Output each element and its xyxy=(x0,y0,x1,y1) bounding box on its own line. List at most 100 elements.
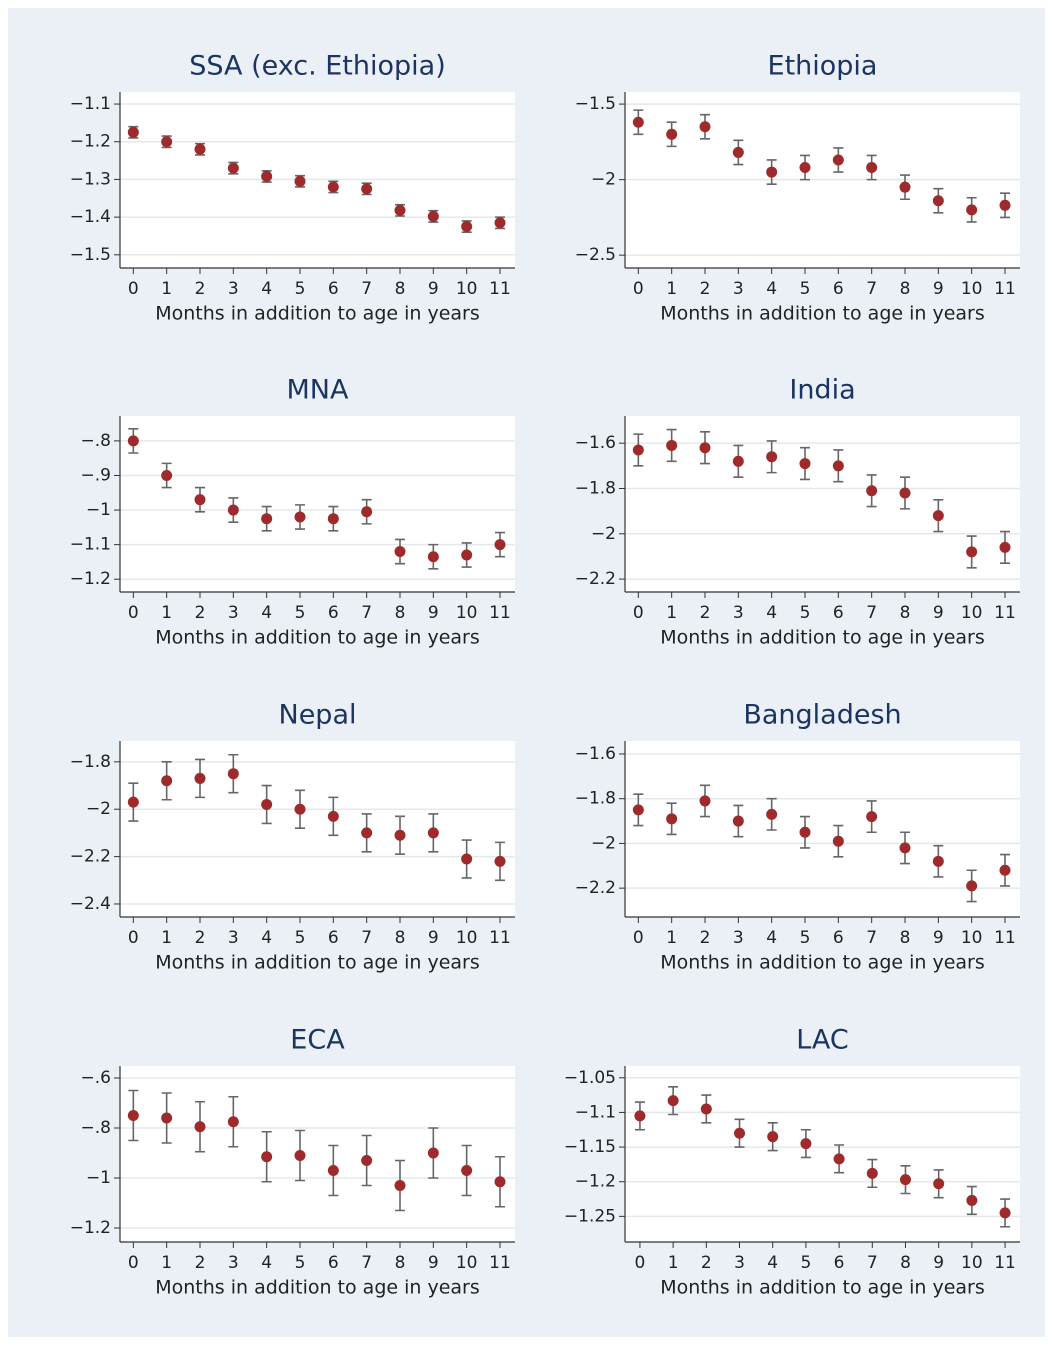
y-tick-label: −2.2 xyxy=(70,847,111,867)
marker xyxy=(833,1153,845,1165)
x-tick-label: 8 xyxy=(395,928,406,948)
marker xyxy=(766,166,778,178)
x-tick-label: 7 xyxy=(361,1253,372,1273)
x-tick-label: 0 xyxy=(633,928,644,948)
plot-area xyxy=(120,741,515,917)
marker xyxy=(261,798,273,810)
y-tick-label: −1 xyxy=(86,500,111,520)
x-tick-label: 7 xyxy=(866,279,877,299)
x-tick-label: 10 xyxy=(456,603,478,623)
panel-title: India xyxy=(789,375,855,406)
marker xyxy=(427,210,439,222)
x-tick-label: 6 xyxy=(328,603,339,623)
x-tick-label: 10 xyxy=(961,603,983,623)
marker xyxy=(732,815,744,827)
x-tick-label: 5 xyxy=(800,603,811,623)
marker xyxy=(999,1207,1011,1219)
x-axis-label: Months in addition to age in years xyxy=(660,1277,985,1299)
x-tick-label: 4 xyxy=(261,279,272,299)
x-axis-label: Months in addition to age in years xyxy=(155,627,480,649)
marker xyxy=(194,1121,206,1133)
x-tick-label: 9 xyxy=(428,1253,439,1273)
marker xyxy=(899,181,911,193)
marker xyxy=(361,183,373,195)
marker xyxy=(799,826,811,838)
marker xyxy=(161,136,173,148)
y-tick-label: −2.5 xyxy=(575,245,616,265)
y-tick-label: −2 xyxy=(591,833,616,853)
x-tick-label: 4 xyxy=(261,928,272,948)
x-tick-label: 6 xyxy=(833,928,844,948)
marker xyxy=(494,217,506,229)
y-tick-label: −2 xyxy=(591,170,616,190)
panel-title: LAC xyxy=(796,1025,849,1056)
marker xyxy=(732,146,744,158)
x-tick-label: 4 xyxy=(261,1253,272,1273)
x-axis-label: Months in addition to age in years xyxy=(660,952,985,974)
marker xyxy=(361,1155,373,1166)
x-tick-label: 1 xyxy=(161,279,172,299)
y-tick-label: −2.2 xyxy=(575,569,616,589)
x-tick-label: 11 xyxy=(994,1253,1016,1273)
marker xyxy=(632,116,644,128)
marker xyxy=(766,451,778,463)
x-tick-label: 9 xyxy=(428,279,439,299)
x-tick-label: 0 xyxy=(128,1253,139,1273)
marker xyxy=(294,511,306,523)
x-tick-label: 7 xyxy=(866,928,877,948)
marker xyxy=(494,539,506,551)
y-tick-label: −2 xyxy=(86,799,111,819)
x-tick-label: 1 xyxy=(668,1253,679,1273)
x-tick-label: 7 xyxy=(867,1253,878,1273)
x-tick-label: 3 xyxy=(733,279,744,299)
x-tick-label: 0 xyxy=(633,279,644,299)
marker xyxy=(394,204,406,216)
marker xyxy=(327,810,339,822)
marker xyxy=(700,1103,712,1115)
marker xyxy=(666,439,678,451)
x-tick-label: 11 xyxy=(489,1253,511,1273)
x-tick-label: 1 xyxy=(161,928,172,948)
marker xyxy=(666,128,678,140)
x-tick-label: 2 xyxy=(195,1253,206,1273)
marker xyxy=(261,513,273,525)
x-tick-label: 2 xyxy=(195,279,206,299)
x-tick-label: 3 xyxy=(228,1253,239,1273)
x-tick-label: 11 xyxy=(994,279,1016,299)
x-tick-label: 5 xyxy=(295,279,306,299)
y-tick-label: −2 xyxy=(591,524,616,544)
x-tick-label: 10 xyxy=(961,279,983,299)
x-tick-label: 2 xyxy=(195,928,206,948)
marker xyxy=(966,204,978,216)
marker xyxy=(699,442,711,454)
x-tick-label: 0 xyxy=(633,603,644,623)
x-tick-label: 11 xyxy=(489,928,511,948)
x-tick-label: 1 xyxy=(666,603,677,623)
y-tick-label: −1.1 xyxy=(575,1102,616,1122)
x-tick-label: 5 xyxy=(295,1253,306,1273)
marker xyxy=(461,549,473,561)
x-tick-label: 10 xyxy=(961,1253,983,1273)
marker xyxy=(461,853,473,865)
marker xyxy=(361,827,373,839)
plot-area xyxy=(625,741,1020,917)
x-tick-label: 8 xyxy=(395,603,406,623)
marker xyxy=(194,494,206,506)
marker xyxy=(294,1150,306,1161)
marker xyxy=(832,460,844,472)
marker xyxy=(866,1167,878,1179)
panel-title: MNA xyxy=(287,375,349,406)
x-tick-label: 5 xyxy=(800,1253,811,1273)
y-tick-label: −2.2 xyxy=(575,878,616,898)
marker xyxy=(227,768,239,780)
marker xyxy=(361,506,373,518)
marker xyxy=(227,162,239,174)
x-tick-label: 1 xyxy=(666,279,677,299)
y-tick-label: −1.6 xyxy=(575,744,616,764)
y-tick-label: −1.2 xyxy=(70,569,111,589)
marker xyxy=(634,1110,646,1122)
marker xyxy=(999,199,1011,211)
marker xyxy=(461,221,473,233)
marker xyxy=(734,1127,746,1139)
